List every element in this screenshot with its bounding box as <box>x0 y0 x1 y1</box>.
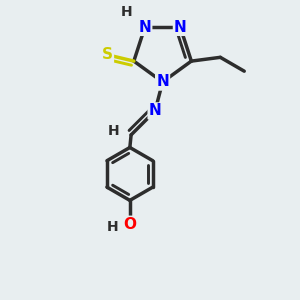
Text: N: N <box>156 74 169 89</box>
Text: H: H <box>108 124 120 138</box>
Text: N: N <box>174 20 187 35</box>
Text: S: S <box>102 47 113 62</box>
Text: N: N <box>139 20 151 35</box>
Text: O: O <box>123 217 136 232</box>
Text: H: H <box>121 5 133 19</box>
Text: N: N <box>149 103 161 118</box>
Text: H: H <box>107 220 118 234</box>
